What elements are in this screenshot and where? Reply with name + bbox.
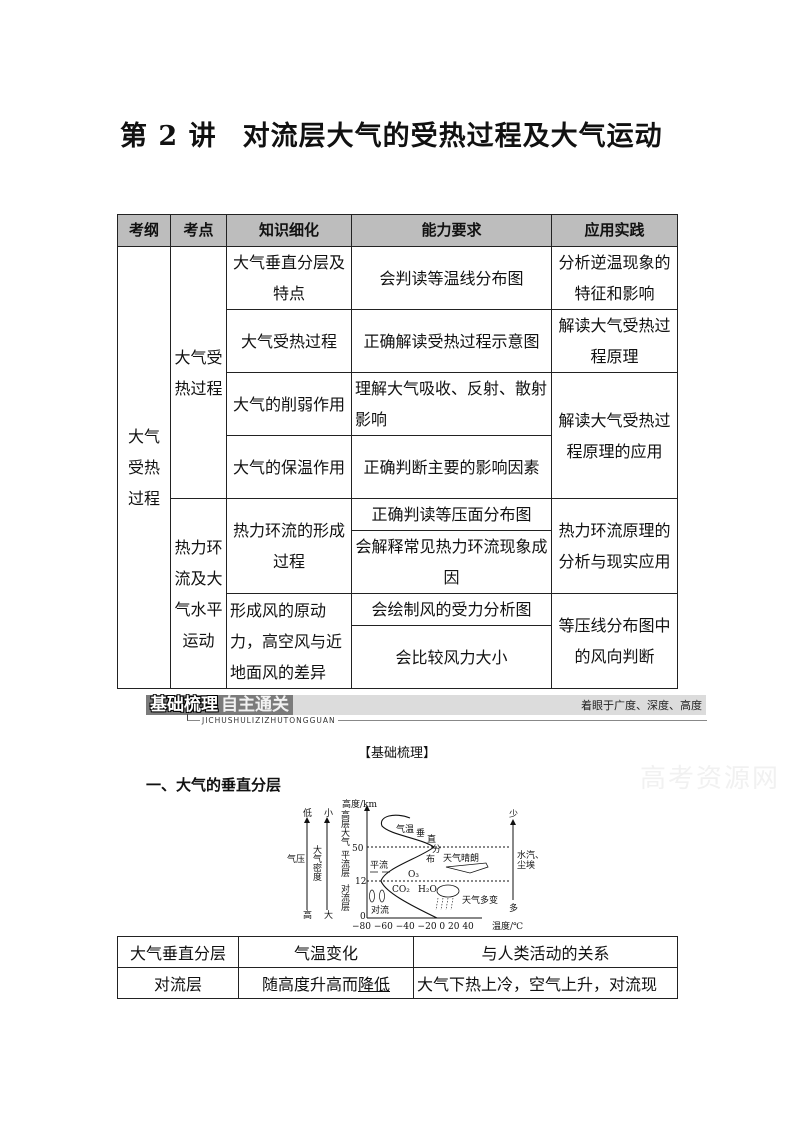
y-axis-label: 高度/km — [342, 798, 377, 810]
curve-label: 直 — [427, 833, 436, 845]
ozone-label: O₃ — [408, 870, 419, 880]
curve-label: 布 — [426, 853, 435, 865]
vapor-bottom-label: 多 — [509, 902, 518, 914]
knowledge-cell: 大气垂直分层及特点 — [226, 246, 352, 310]
table-row: 热力环流及大气水平运动 热力环流的形成过程 正确判读等压面分布图 热力环流原理的… — [118, 498, 678, 689]
header-cell: 考点 — [170, 214, 227, 247]
header-cell: 能力要求 — [351, 214, 552, 247]
banner-slogan: 着眼于广度、深度、高度 — [581, 699, 702, 712]
ability-cell: 正确判断主要的影响因素 — [351, 435, 552, 499]
temperature-text: 随高度升高而 — [261, 975, 358, 994]
y-tick-0: 0 — [360, 912, 366, 922]
x-ticks: −80 −60 −40 −20 0 20 40 — [352, 922, 474, 930]
knowledge-cell: 大气的削弱作用 — [226, 372, 352, 436]
watermark: 高考资源网 — [640, 764, 781, 794]
clear-weather-label: 天气晴朗 — [443, 852, 479, 864]
table-header-row: 考纲 考点 知识细化 能力要求 应用实践 — [117, 214, 678, 247]
table-row: 会解释常见热力环流现象成因 — [118, 530, 678, 594]
atmosphere-layers-diagram: 低 高 气压 小 大 大气密度 高层大气 平流层 对流层 高度/km 50 12… — [287, 798, 540, 930]
curve-label: 气温 — [396, 823, 414, 835]
ability-cell: 会判读等温线分布图 — [351, 246, 552, 310]
topic-cell: 大气受热过程 — [170, 246, 227, 499]
rain-icon — [435, 897, 454, 911]
header-cell: 气温变化 — [238, 936, 414, 968]
dust-label: 尘埃 — [517, 859, 535, 871]
table-row: 大气的保温作用 正确判断主要的影响因素 — [118, 435, 678, 499]
layer-troposphere: 对流层 — [339, 883, 350, 912]
banner-title-bold: 基础梳理 — [150, 695, 218, 715]
knowledge-cell: 大气的保温作用 — [226, 435, 352, 499]
layer-stratosphere: 平流层 — [339, 850, 350, 878]
lecture-title: 对流层大气的受热过程及大气运动 — [242, 121, 663, 152]
layer-cell: 对流层 — [117, 967, 239, 999]
convection-loop-icon — [369, 889, 375, 903]
table-row: 大气受热过程 大气受热过程 大气垂直分层及特点 会判读等温线分布图 分析逆温现象… — [117, 246, 678, 689]
co2-label: CO₂ — [392, 885, 410, 895]
y-tick-50: 50 — [352, 844, 364, 854]
temperature-curve — [380, 814, 438, 919]
table-row: 形成风的原动力，高空风与近地面风的差异 会绘制风的受力分析图 等压线分布图中的风… — [118, 593, 678, 689]
banner-title: 基础梳理 自主通关 — [146, 695, 293, 715]
pressure-top-label: 低 — [303, 807, 312, 819]
page-title: 第 2 讲对流层大气的受热过程及大气运动 — [120, 114, 663, 153]
section-banner: 基础梳理 自主通关 着眼于广度、深度、高度 — [146, 695, 706, 715]
banner-title-light: 自主通关 — [221, 695, 289, 715]
header-cell: 知识细化 — [226, 214, 352, 247]
airplane-icon — [445, 862, 489, 874]
practice-cell: 分析逆温现象的特征和影响 — [551, 246, 678, 310]
outline-cell: 大气受热过程 — [117, 246, 171, 689]
table-row: 会比较风力大小 — [118, 625, 678, 689]
practice-cell: 解读大气受热过程原理 — [551, 309, 678, 373]
y-tick-12: 12 — [355, 877, 366, 887]
temperature-cell: 随高度升高而降低 — [238, 967, 414, 999]
advection-label: 平流 — [370, 859, 388, 871]
changeable-weather-label: 天气多变 — [462, 894, 498, 906]
header-cell: 考纲 — [117, 214, 171, 247]
x-axis-label: 温度/℃ — [492, 920, 523, 930]
practice-cell: 等压线分布图中的风向判断 — [551, 593, 678, 689]
banner-pinyin: JICHUSHULIZIZHUTONGGUAN — [200, 716, 338, 725]
ability-cell: 会解释常见热力环流现象成因 — [351, 530, 552, 594]
convection-label: 对流 — [371, 904, 389, 916]
header-cell: 与人类活动的关系 — [413, 936, 678, 968]
fill-blank-answer: 降低 — [358, 975, 391, 994]
pressure-bottom-label: 高 — [303, 909, 312, 921]
topic-cell: 热力环流及大气水平运动 — [170, 498, 227, 689]
knowledge-cell: 大气受热过程 — [226, 309, 352, 373]
table-row: 大气的削弱作用 理解大气吸收、反射、散射影响 解读大气受热过程原理的应用 — [118, 372, 678, 499]
curve-label: 分 — [432, 844, 441, 855]
knowledge-cell: 热力环流的形成过程 — [226, 498, 352, 594]
ability-cell: 正确判读等压面分布图 — [351, 498, 552, 531]
table-row: 大气受热过程 正确解读受热过程示意图 解读大气受热过程原理 — [118, 309, 678, 373]
density-top-label: 小 — [324, 808, 333, 819]
convection-loop-icon — [379, 889, 385, 903]
relation-cell: 大气下热上冷，空气上升，对流现 — [413, 967, 678, 999]
banner-underline — [187, 714, 707, 721]
vapor-top-label: 少 — [509, 809, 518, 820]
subheading: 【基础梳理】 — [357, 746, 436, 761]
lecture-number: 第 2 讲 — [120, 121, 217, 152]
table-row: 对流层 随高度升高而降低 大气下热上冷，空气上升，对流现 — [117, 967, 678, 999]
vertical-layers-table: 大气垂直分层 气温变化 与人类活动的关系 对流层 随高度升高而降低 大气下热上冷… — [117, 936, 678, 999]
cloud-icon — [436, 884, 460, 898]
table-header-row: 大气垂直分层 气温变化 与人类活动的关系 — [117, 936, 678, 968]
ability-cell: 理解大气吸收、反射、散射影响 — [351, 372, 552, 436]
ability-cell: 正确解读受热过程示意图 — [351, 309, 552, 373]
practice-cell: 热力环流原理的分析与现实应用 — [551, 498, 678, 594]
vapor-label: 水汽、 — [517, 849, 540, 861]
ability-cell: 会绘制风的受力分析图 — [351, 593, 552, 626]
header-cell: 应用实践 — [551, 214, 678, 247]
syllabus-table: 考纲 考点 知识细化 能力要求 应用实践 大气受热过程 大气受热过程 大气垂直分… — [117, 214, 678, 689]
knowledge-cell: 形成风的原动力，高空风与近地面风的差异 — [226, 593, 352, 689]
section-heading: 一、大气的垂直分层 — [146, 776, 282, 794]
header-cell: 大气垂直分层 — [117, 936, 239, 968]
ability-cell: 会比较风力大小 — [351, 625, 552, 689]
practice-cell: 解读大气受热过程原理的应用 — [551, 372, 678, 499]
h2o-label: H₂O — [418, 885, 437, 895]
layer-upper: 高层大气 — [339, 809, 350, 846]
density-label: 大气密度 — [311, 844, 322, 882]
pressure-label: 气压 — [287, 853, 305, 865]
density-bottom-label: 大 — [324, 909, 333, 921]
curve-label: 垂 — [416, 827, 425, 839]
